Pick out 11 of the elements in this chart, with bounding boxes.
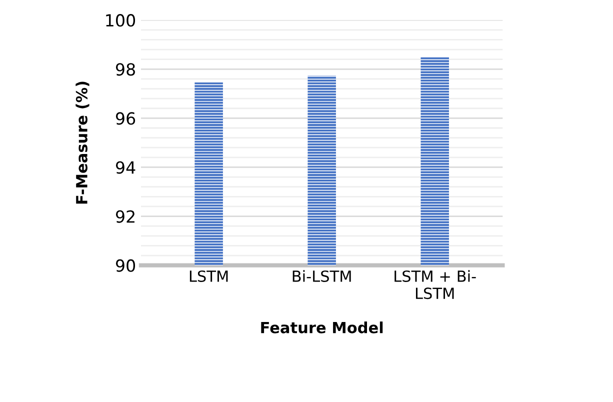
y-tick-label: 96 [116,112,136,125]
x-axis-title: Feature Model [261,322,383,334]
x-tick-label: Bi-LSTM [292,270,351,282]
y-tick-label: 92 [116,210,134,223]
y-tick-label: 100 [106,14,136,27]
y-tick-label: 98 [116,63,135,76]
x-tick-label: LSTM [190,270,228,282]
y-axis-title: F-Measure (%) [76,82,90,204]
y-tick-label: 90 [116,259,136,272]
x-tick-label: LSTM + Bi- LSTM [394,270,476,300]
y-tick-label: 94 [116,161,136,174]
